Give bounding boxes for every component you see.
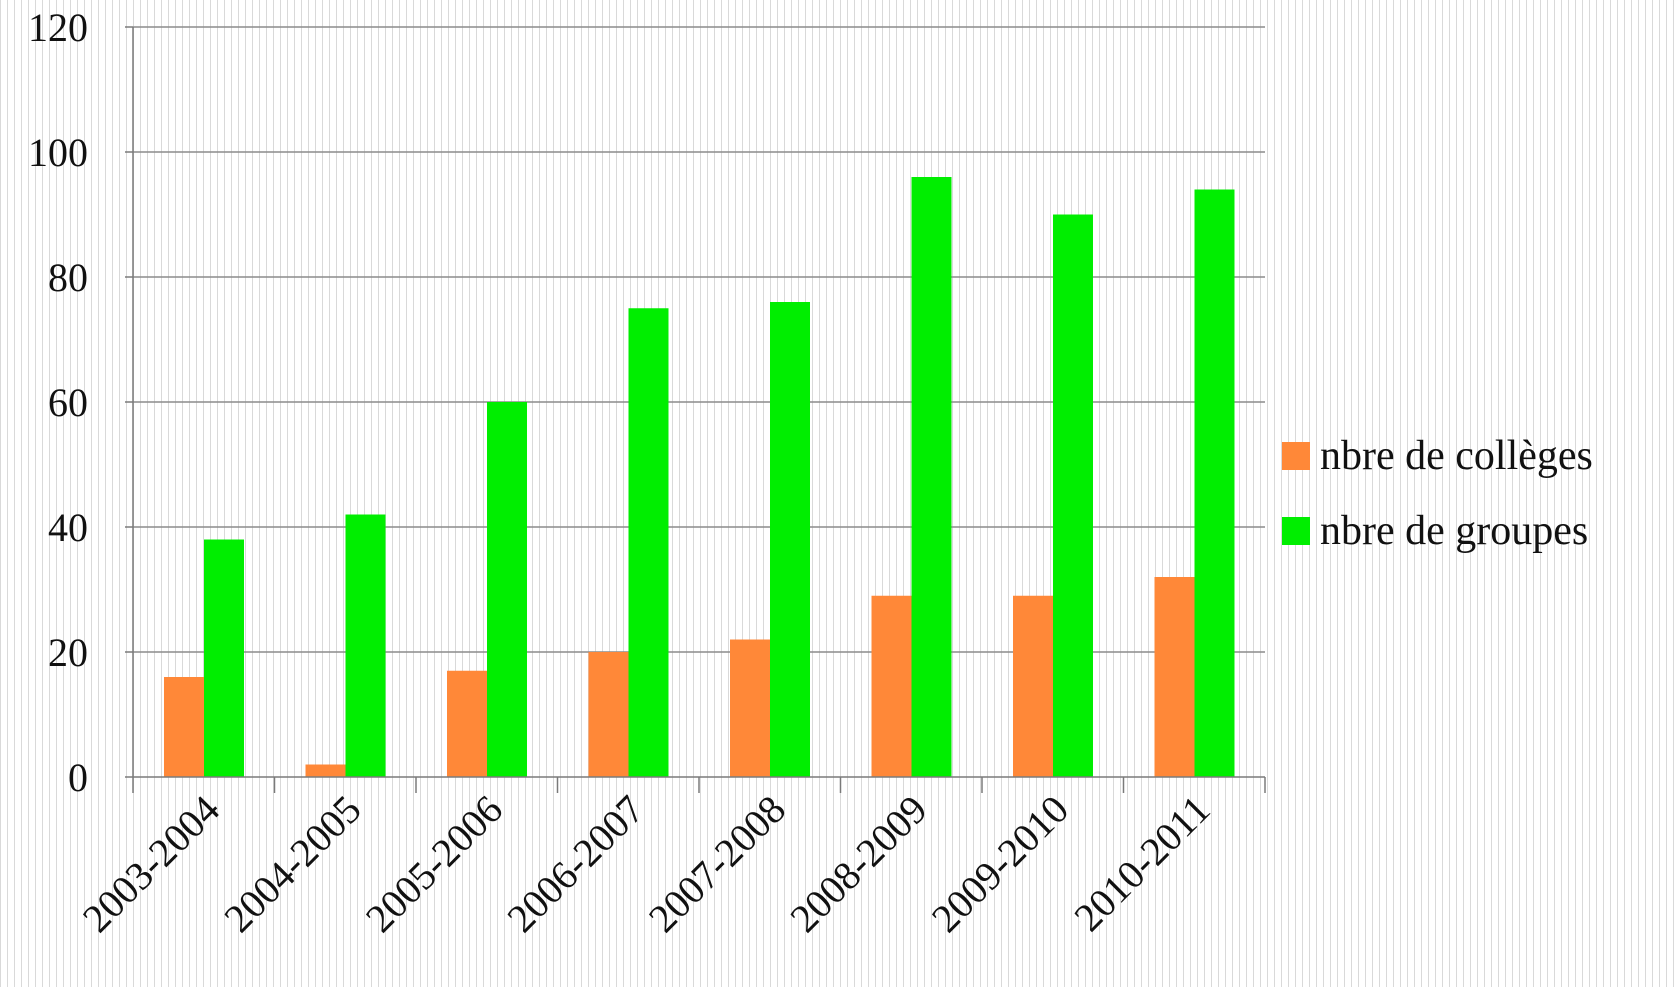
x-tick-label: 2009-2010 <box>923 787 1077 941</box>
bar-colleges-2009-2010 <box>1013 595 1053 777</box>
gridlines <box>133 26 1265 653</box>
legend-label: nbre de collèges <box>1320 433 1593 479</box>
bar-groupes-2003-2004 <box>204 539 244 777</box>
bar-colleges-2003-2004 <box>164 677 204 777</box>
bar-colleges-2004-2005 <box>305 764 346 777</box>
x-tick-label: 2008-2009 <box>781 787 935 941</box>
bar-groupes-2008-2009 <box>911 177 952 777</box>
y-tick-label: 60 <box>48 380 88 425</box>
bar-groupes-2007-2008 <box>770 302 810 777</box>
x-tick-label: 2006-2007 <box>498 787 652 941</box>
x-tick-label: 2004-2005 <box>215 787 369 941</box>
y-tick-label: 100 <box>28 130 88 175</box>
bar-colleges-2006-2007 <box>588 652 629 777</box>
bar-groupes-2009-2010 <box>1053 214 1093 777</box>
x-tick-label: 2010-2011 <box>1065 787 1218 940</box>
legend: nbre de collèges nbre de groupes <box>1282 433 1593 554</box>
x-tick-label: 2003-2004 <box>74 787 228 941</box>
bar-groupes-2010-2011 <box>1194 189 1235 777</box>
y-tick-label: 80 <box>48 255 88 300</box>
legend-label: nbre de groupes <box>1320 508 1588 554</box>
bar-groupes-2004-2005 <box>345 514 386 777</box>
y-tick-label: 120 <box>28 5 88 50</box>
bar-colleges-2010-2011 <box>1154 577 1195 777</box>
bar-colleges-2007-2008 <box>730 639 770 777</box>
bars <box>164 177 1235 777</box>
y-tick-label: 40 <box>48 505 88 550</box>
axes <box>125 26 1266 793</box>
bar-groupes-2005-2006 <box>487 402 527 777</box>
x-tick-labels: 2003-20042004-20052005-20062006-20072007… <box>74 787 1219 941</box>
bar-groupes-2006-2007 <box>628 308 669 777</box>
y-tick-label: 20 <box>48 630 88 675</box>
y-tick-labels: 0 20 40 60 80 100 120 <box>28 5 88 800</box>
bar-colleges-2008-2009 <box>871 595 912 777</box>
y-tick-label: 0 <box>68 755 88 800</box>
x-tick-label: 2007-2008 <box>640 787 794 941</box>
bar-colleges-2005-2006 <box>447 670 487 777</box>
x-tick-label: 2005-2006 <box>357 787 511 941</box>
legend-swatch <box>1282 517 1310 545</box>
legend-swatch <box>1282 442 1310 470</box>
